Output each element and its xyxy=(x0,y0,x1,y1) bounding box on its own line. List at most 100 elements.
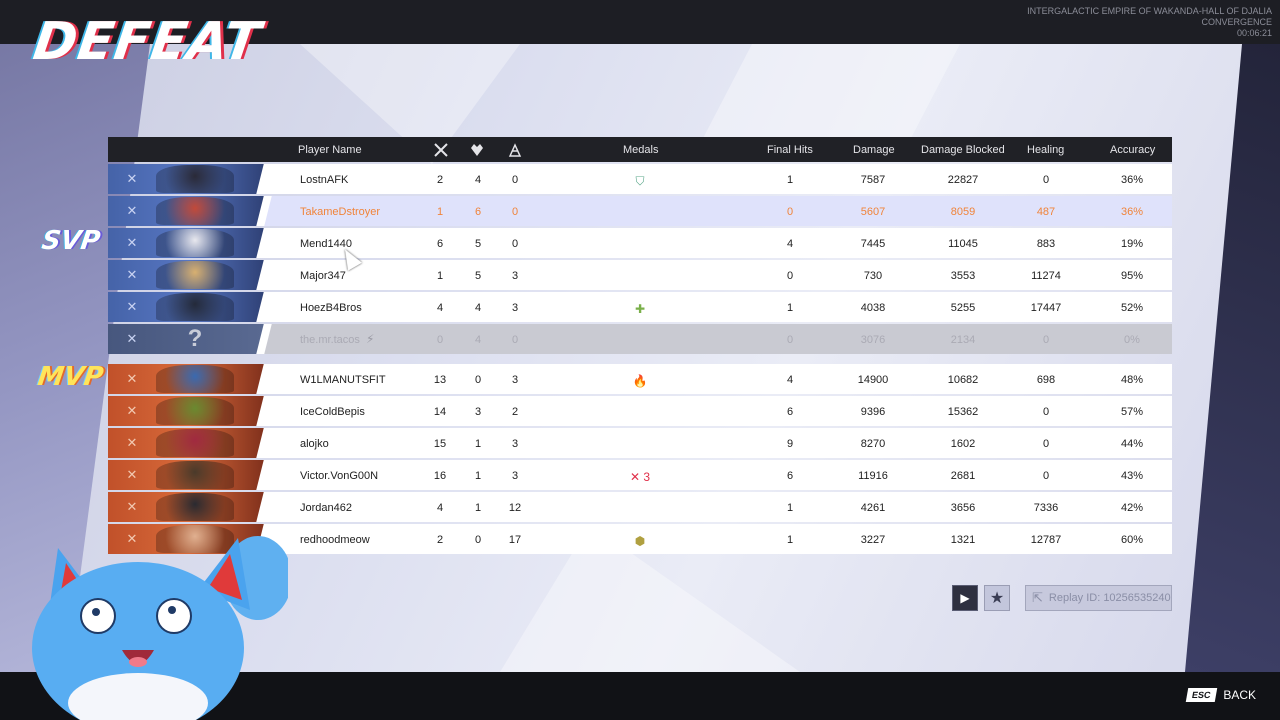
damage: 730 xyxy=(863,270,883,282)
damage: 7587 xyxy=(860,174,886,186)
accuracy: 95% xyxy=(1120,270,1144,282)
play-replay-button[interactable]: ▶ xyxy=(952,585,978,611)
assists: 2 xyxy=(511,406,519,418)
player-name[interactable]: Mend1440 xyxy=(300,238,352,250)
healing: 0 xyxy=(1042,334,1050,346)
final-hits: 6 xyxy=(786,470,794,482)
hero-face xyxy=(156,165,234,193)
replay-id-label: Replay ID: 10256535240 xyxy=(1048,592,1171,604)
final-hits: 1 xyxy=(786,502,794,514)
hero-face xyxy=(156,493,234,521)
assists: 3 xyxy=(511,270,519,282)
assists: 17 xyxy=(508,534,522,546)
assists: 3 xyxy=(511,302,519,314)
kills: 16 xyxy=(433,470,447,482)
player-row[interactable]: ✕ Jordan462 4 1 12 1 4261 3656 7336 42% xyxy=(108,492,1172,522)
player-row[interactable]: ✕ LostnAFK 2 4 0 1 7587 22827 0 36% ⛉ xyxy=(108,164,1172,194)
healing: 698 xyxy=(1036,374,1056,386)
disconnected-icon: ⚡ xyxy=(366,332,375,346)
hero-portrait: ✕ xyxy=(108,460,270,490)
hero-face xyxy=(156,229,234,257)
accuracy: 60% xyxy=(1120,534,1144,546)
damage: 4261 xyxy=(860,502,886,514)
damage: 9396 xyxy=(860,406,886,418)
damage-blocked: 8059 xyxy=(950,206,976,218)
damage-blocked: 5255 xyxy=(950,302,976,314)
player-row[interactable]: ✕ Mend1440 6 5 0 4 7445 11045 883 19% xyxy=(108,228,1172,258)
player-name[interactable]: Victor.VonG00N xyxy=(300,470,379,482)
assists: 0 xyxy=(511,334,519,346)
header-damage: Damage xyxy=(853,144,895,156)
assists: 3 xyxy=(511,470,519,482)
healing: 7336 xyxy=(1033,502,1059,514)
player-row[interactable]: ✕ IceColdBepis 14 3 2 6 9396 15362 0 57% xyxy=(108,396,1172,426)
player-row[interactable]: ✕ Victor.VonG00N 16 1 3 6 11916 2681 0 43% ✕ 3 xyxy=(108,460,1172,490)
player-row[interactable]: ✕ W1LMANUTSFIT 13 0 3 4 14900 10682 698 48% 🔥 xyxy=(108,364,1172,394)
role-icon: ✕ xyxy=(126,403,138,418)
deaths: 1 xyxy=(474,502,482,514)
player-name[interactable]: HoezB4Bros xyxy=(300,302,362,314)
team-red-rows: ✕ W1LMANUTSFIT 13 0 3 4 14900 10682 698 48% 🔥 ✕ IceC… xyxy=(108,364,1172,554)
player-name[interactable]: TakameDstroyer xyxy=(300,206,381,218)
kills: 14 xyxy=(433,406,447,418)
hero-portrait: ✕ xyxy=(108,364,270,394)
assists: 0 xyxy=(511,206,519,218)
play-icon: ▶ xyxy=(960,591,970,605)
hero-face xyxy=(156,525,234,553)
assists: 3 xyxy=(511,438,519,450)
header-healing: Healing xyxy=(1027,144,1065,156)
final-hits: 0 xyxy=(786,270,794,282)
favorite-button[interactable]: ★ xyxy=(984,585,1010,611)
player-row[interactable]: ✕ TakameDstroyer 1 6 0 0 5607 8059 487 36% xyxy=(108,196,1172,226)
back-button[interactable]: ESC BACK xyxy=(1185,688,1256,702)
top-bar xyxy=(0,0,1280,44)
player-name[interactable]: Jordan462 xyxy=(300,502,352,514)
header-final-hits: Final Hits xyxy=(767,144,813,156)
hero-portrait: ✕ xyxy=(108,228,270,258)
deaths: 6 xyxy=(474,206,482,218)
kills: 0 xyxy=(436,334,444,346)
table-header: Player Name Medals Final Hits Damage Dam… xyxy=(108,137,1172,162)
player-name[interactable]: redhoodmeow xyxy=(300,534,370,546)
player-name[interactable]: alojko xyxy=(300,438,329,450)
hero-face xyxy=(156,197,234,225)
accuracy: 19% xyxy=(1120,238,1144,250)
swords-3-medal-icon: ✕ 3 xyxy=(629,470,651,484)
player-name[interactable]: IceColdBepis xyxy=(300,406,365,418)
damage: 3227 xyxy=(860,534,886,546)
mvp-tag: MVP xyxy=(35,362,106,392)
damage-blocked: 1602 xyxy=(950,438,976,450)
player-name[interactable]: LostnAFK xyxy=(300,174,349,186)
hero-portrait: ✕ xyxy=(108,260,270,290)
deaths: 0 xyxy=(474,374,482,386)
final-hits: 1 xyxy=(786,302,794,314)
accuracy: 57% xyxy=(1120,406,1144,418)
final-hits: 1 xyxy=(786,534,794,546)
role-icon: ✕ xyxy=(126,531,138,546)
player-name[interactable]: the.mr.tacos xyxy=(300,334,360,346)
player-name[interactable]: Major347 xyxy=(300,270,346,282)
damage: 5607 xyxy=(860,206,886,218)
kills: 6 xyxy=(436,238,444,250)
deaths: 4 xyxy=(474,334,482,346)
hero-face xyxy=(156,365,234,393)
player-row[interactable]: ✕ HoezB4Bros 4 4 3 1 4038 5255 17447 52% ✚ xyxy=(108,292,1172,322)
replay-id-button[interactable]: ⇱ Replay ID: 10256535240 xyxy=(1025,585,1172,611)
player-name[interactable]: W1LMANUTSFIT xyxy=(300,374,386,386)
role-icon: ✕ xyxy=(126,435,138,450)
healing: 0 xyxy=(1042,470,1050,482)
healing: 883 xyxy=(1036,238,1056,250)
player-row[interactable]: ✕ redhoodmeow 2 0 17 1 3227 1321 12787 60% ⬢ xyxy=(108,524,1172,554)
player-row[interactable]: ✕ Major347 1 5 3 0 730 3553 11274 95% xyxy=(108,260,1172,290)
deaths: 4 xyxy=(474,174,482,186)
assists: 0 xyxy=(511,238,519,250)
header-player-name: Player Name xyxy=(298,144,362,156)
accuracy: 48% xyxy=(1120,374,1144,386)
player-row[interactable]: ✕ alojko 15 1 3 9 8270 1602 0 44% xyxy=(108,428,1172,458)
damage-blocked: 2134 xyxy=(950,334,976,346)
hero-portrait: ✕ xyxy=(108,396,270,426)
hero-portrait: ✕? xyxy=(108,324,270,354)
player-row[interactable]: ✕? the.mr.tacos 0 4 0 0 3076 2134 0 0% ⚡ xyxy=(108,324,1172,354)
role-icon: ✕ xyxy=(126,299,138,314)
damage: 11916 xyxy=(858,470,888,482)
